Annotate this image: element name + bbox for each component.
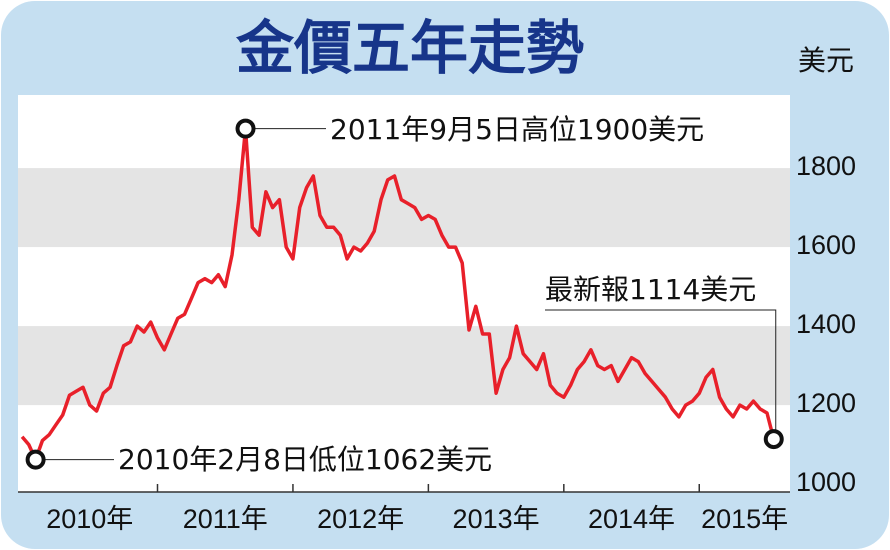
y-tick-label: 1200 [796,388,856,418]
annotation: 最新報1114美元 [545,273,756,306]
x-tick-label: 2010年 [46,504,133,534]
y-tick-label: 1000 [796,467,856,497]
x-tick-label: 2015年 [701,504,788,534]
chart-title: 金價五年走勢 [236,14,584,82]
plot-area [18,95,790,492]
marker [235,118,256,139]
band [18,168,790,248]
leader-line [545,309,777,432]
x-tick-label: 2012年 [317,504,404,534]
x-tick-label: 2014年 [588,504,675,534]
y-axis-label: 美元 [798,44,854,77]
price-line [20,126,776,462]
y-tick-label: 1400 [796,309,856,339]
y-tick-label: 1800 [796,151,856,181]
marker [25,449,46,470]
annotation: 2010年2月8日低位1062美元 [118,443,492,476]
marker [763,429,784,450]
annotation: 2011年9月5日高位1900美元 [330,113,704,146]
x-tick-label: 2011年 [183,504,268,534]
x-tick-label: 2013年 [453,504,540,534]
y-tick-label: 1600 [796,230,856,260]
